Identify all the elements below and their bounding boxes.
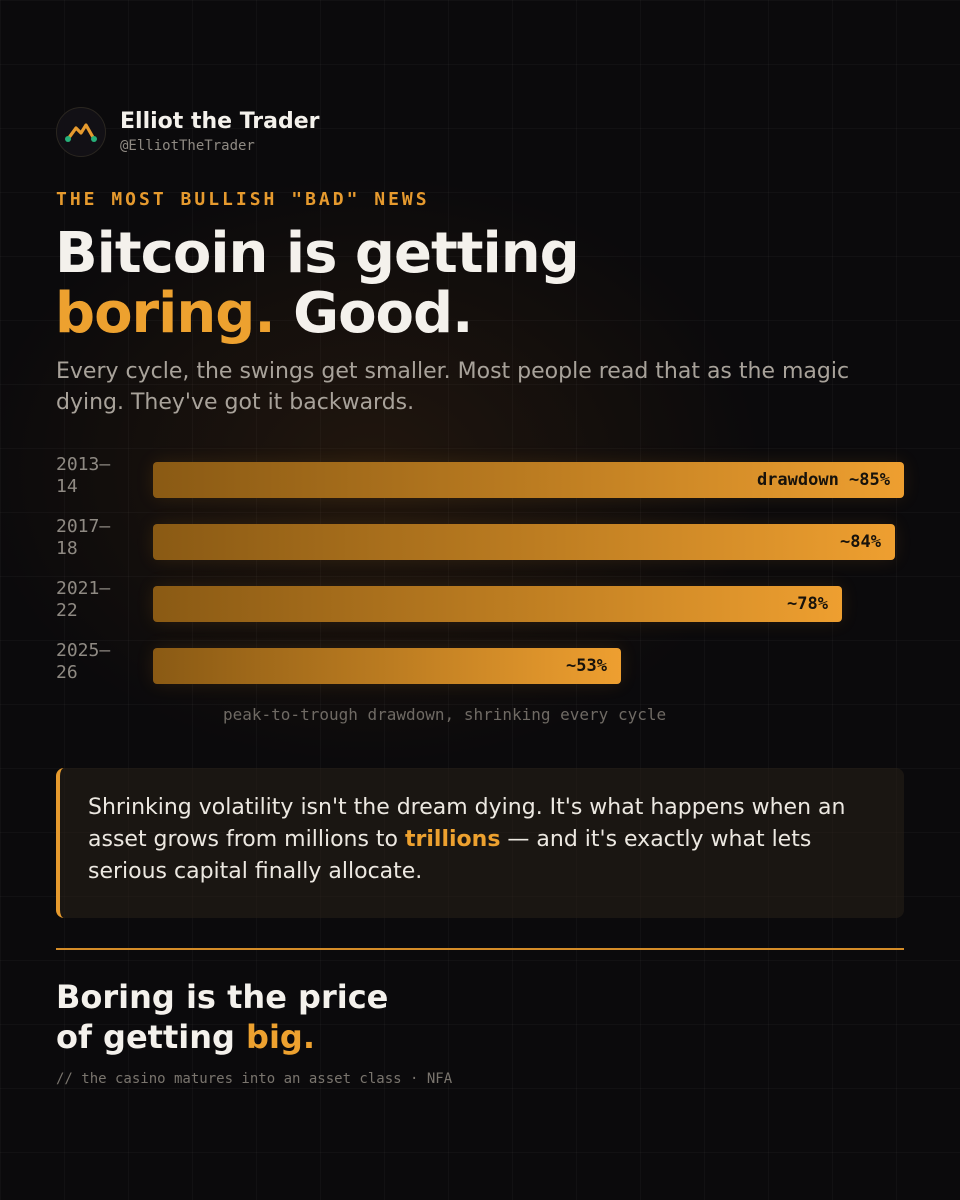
bar-value-label: ~84%	[840, 532, 881, 552]
closing-line1: Boring is the price	[56, 978, 389, 1016]
category-label: 2017— 18	[56, 516, 111, 559]
headline: Bitcoin is getting boring. Good.	[55, 221, 580, 346]
bar-value-label: drawdown ~85%	[756, 470, 890, 490]
drawdown-bar: ~53%	[153, 648, 621, 684]
headline-accent: boring.	[55, 281, 276, 346]
quote-highlight: trillions	[405, 827, 501, 852]
quote-after: — and it's exactly what lets serious cap…	[88, 827, 812, 884]
category-label: 2021— 22	[56, 578, 111, 621]
category-label: 2013— 14	[56, 454, 111, 497]
chart-caption: peak-to-trough drawdown, shrinking every…	[223, 705, 667, 724]
headline-rest: Good.	[274, 281, 473, 346]
brand-name: Elliot the Trader	[120, 109, 320, 134]
kicker-text: THE MOST BULLISH "BAD" NEWS	[56, 189, 430, 210]
quote-text: Shrinking volatility isn't the dream dyi…	[88, 792, 876, 888]
drawdown-bar: ~84%	[153, 524, 895, 560]
drawdown-bar: ~78%	[153, 586, 842, 622]
quote-before: Shrinking volatility isn't the dream dyi…	[88, 795, 846, 852]
bar-value-label: ~78%	[787, 594, 828, 614]
drawdown-bar-chart: 2013— 14 drawdown ~85% 2017— 18 ~84% 2021— 2…	[56, 454, 908, 704]
chart-row: 2013— 14 drawdown ~85%	[56, 454, 908, 504]
closing-line2-accent: big.	[246, 1018, 315, 1056]
closing-statement: Boring is the price of getting big.	[56, 977, 388, 1057]
brand-handle: @ElliotTheTrader	[120, 138, 255, 154]
bar-value-label: ~53%	[566, 656, 607, 676]
subhead: Every cycle, the swings get smaller. Mos…	[56, 359, 850, 415]
category-label: 2025— 26	[56, 640, 111, 683]
chart-row: 2025— 26 ~53%	[56, 640, 908, 690]
section-divider	[56, 948, 904, 950]
footnote: // the casino matures into an asset clas…	[56, 1071, 453, 1087]
quote-box: Shrinking volatility isn't the dream dyi…	[56, 768, 904, 918]
closing-line2-prefix: of getting	[56, 1018, 247, 1056]
avatar	[56, 107, 106, 157]
chart-row: 2021— 22 ~78%	[56, 578, 908, 628]
drawdown-bar: drawdown ~85%	[153, 462, 904, 498]
brand-header: Elliot the Trader @ElliotTheTrader	[56, 107, 320, 157]
chart-row: 2017— 18 ~84%	[56, 516, 908, 566]
wave-peak-logo-icon	[65, 123, 97, 142]
headline-line1: Bitcoin is getting	[55, 221, 580, 286]
